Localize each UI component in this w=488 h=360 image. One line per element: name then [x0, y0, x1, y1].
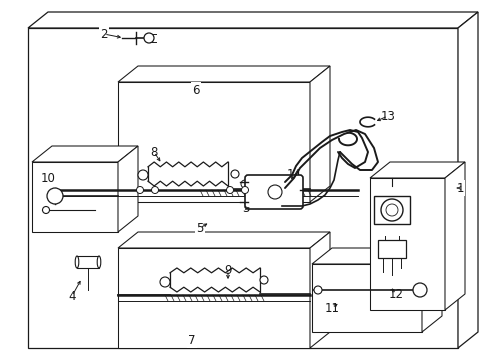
Text: 11: 11: [324, 302, 339, 315]
Text: 9: 9: [224, 264, 231, 276]
Circle shape: [264, 180, 271, 188]
Text: 7: 7: [188, 333, 195, 346]
Bar: [77, 256, 99, 268]
Text: 8: 8: [150, 145, 157, 158]
Circle shape: [160, 277, 170, 287]
Circle shape: [385, 204, 397, 216]
Text: 6: 6: [192, 84, 199, 96]
Polygon shape: [369, 162, 464, 178]
Bar: [118, 82, 309, 202]
Circle shape: [143, 33, 154, 43]
Polygon shape: [421, 248, 441, 332]
Circle shape: [47, 188, 63, 204]
Bar: [118, 248, 309, 348]
Bar: [28, 28, 457, 348]
Polygon shape: [28, 12, 477, 28]
Circle shape: [138, 170, 148, 180]
FancyBboxPatch shape: [244, 175, 303, 209]
Text: 14: 14: [286, 167, 301, 180]
Circle shape: [241, 186, 248, 194]
Circle shape: [136, 186, 143, 194]
Text: 4: 4: [68, 289, 76, 302]
Polygon shape: [32, 146, 138, 162]
Text: 2: 2: [100, 27, 107, 40]
Circle shape: [151, 186, 158, 194]
Ellipse shape: [75, 256, 79, 268]
Polygon shape: [444, 162, 464, 310]
Text: 1: 1: [455, 181, 463, 194]
Circle shape: [226, 186, 233, 194]
Bar: [32, 162, 118, 232]
Circle shape: [241, 180, 248, 188]
Polygon shape: [118, 146, 138, 232]
Text: 10: 10: [41, 171, 55, 184]
Circle shape: [267, 185, 282, 199]
Circle shape: [380, 199, 402, 221]
Bar: [311, 264, 421, 332]
Circle shape: [313, 286, 321, 294]
Circle shape: [230, 170, 239, 178]
Bar: [369, 178, 444, 310]
Polygon shape: [309, 232, 329, 348]
Polygon shape: [309, 66, 329, 202]
Circle shape: [260, 276, 267, 284]
Polygon shape: [457, 12, 477, 348]
Bar: [373, 196, 409, 224]
Text: 13: 13: [380, 109, 395, 122]
Text: 5: 5: [196, 221, 203, 234]
Bar: [377, 240, 405, 258]
Circle shape: [42, 207, 49, 213]
Polygon shape: [118, 66, 329, 82]
Polygon shape: [311, 248, 441, 264]
Ellipse shape: [97, 256, 101, 268]
Circle shape: [412, 283, 426, 297]
Polygon shape: [118, 232, 329, 248]
Circle shape: [253, 180, 262, 188]
Text: 3: 3: [242, 202, 249, 215]
Text: 12: 12: [387, 288, 403, 301]
